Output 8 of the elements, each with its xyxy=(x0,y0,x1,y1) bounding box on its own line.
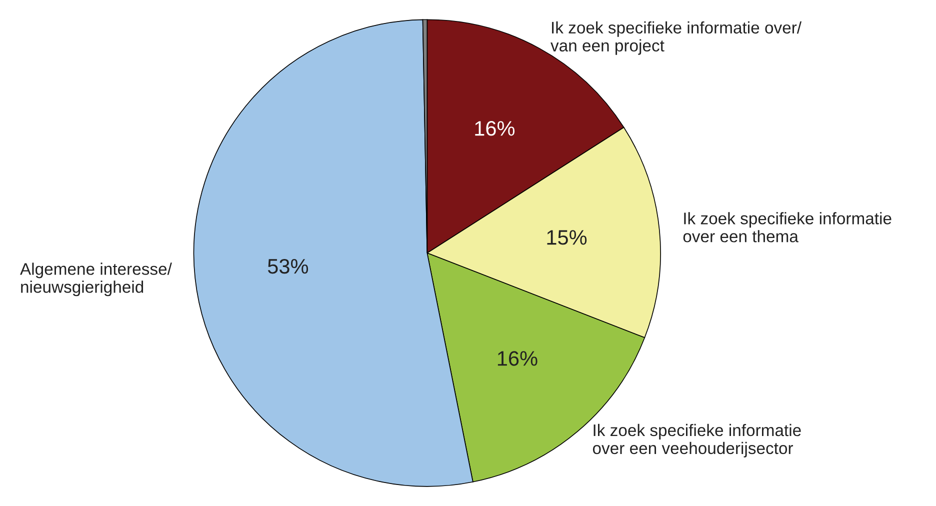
data-label: 16% xyxy=(498,351,538,366)
data-label: 16% xyxy=(475,121,515,136)
slice-label: Ik zoek specifieke informatie over/ van een project xyxy=(550,21,802,55)
slice-label: Algemene interesse/ nieuwsgierigheid xyxy=(20,262,172,296)
data-label: 53% xyxy=(268,258,308,274)
data-label: 15% xyxy=(547,230,587,245)
slice-label: Ik zoek specifieke informatie over een thema xyxy=(683,212,892,242)
slice-label: Ik zoek specifieke informatie over een veehouderijsector xyxy=(592,424,801,458)
